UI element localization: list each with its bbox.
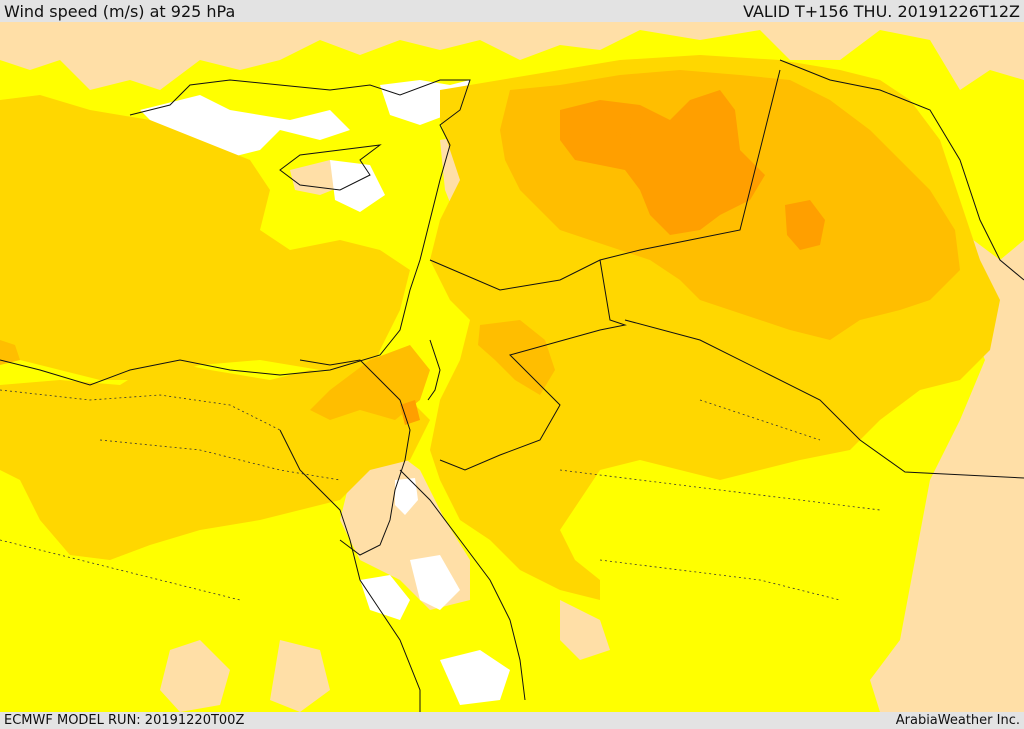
coastlines-borders <box>0 59 1024 712</box>
model-run: ECMWF MODEL RUN: 20191220T00Z <box>4 713 245 728</box>
footer-bar: ECMWF MODEL RUN: 20191220T00Z ArabiaWeat… <box>0 712 1024 729</box>
weather-map[interactable] <box>0 22 1024 712</box>
internal-boundaries <box>0 389 881 601</box>
wind-speed-map <box>0 22 1024 712</box>
speed-band-white <box>140 80 510 705</box>
valid-time: VALID T+156 THU. 20191226T12Z <box>743 2 1020 21</box>
credit: ArabiaWeather Inc. <box>895 713 1020 728</box>
header-bar: Wind speed (m/s) at 925 hPa VALID T+156 … <box>0 0 1024 22</box>
map-title: Wind speed (m/s) at 925 hPa <box>4 2 236 21</box>
speed-band-orange <box>400 90 825 425</box>
